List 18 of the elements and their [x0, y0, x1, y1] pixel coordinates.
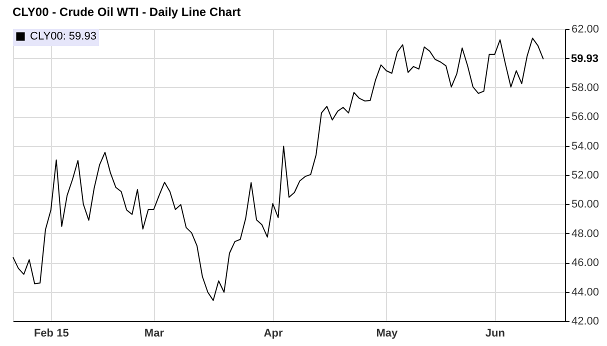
y-tick-label: 44.00 — [572, 286, 600, 298]
y-tick-label: 42.00 — [572, 316, 600, 328]
x-tick-label: Apr — [264, 328, 284, 340]
y-tick-label: 62.00 — [572, 24, 600, 36]
x-tick-label: Mar — [144, 328, 165, 340]
x-tick-label: May — [376, 328, 398, 340]
y-tick-label: 50.00 — [572, 198, 600, 211]
x-tick-label: Jun — [485, 328, 506, 340]
y-tick-label: 56.00 — [572, 111, 600, 124]
text: 59.93 — [571, 53, 599, 66]
y-tick-label: 54.00 — [572, 140, 600, 152]
chart-title: CLY00 - Crude Oil WTI - Daily Line Chart — [12, 5, 241, 19]
y-tick-label: 52.00 — [572, 170, 600, 182]
legend-label: CLY00: 59.93 — [30, 30, 96, 42]
y-tick-label: 46.00 — [572, 257, 600, 270]
x-tick-label: Feb 15 — [34, 328, 69, 340]
y-tick-label: 58.00 — [572, 82, 600, 94]
y-tick-label: 48.00 — [572, 228, 600, 240]
